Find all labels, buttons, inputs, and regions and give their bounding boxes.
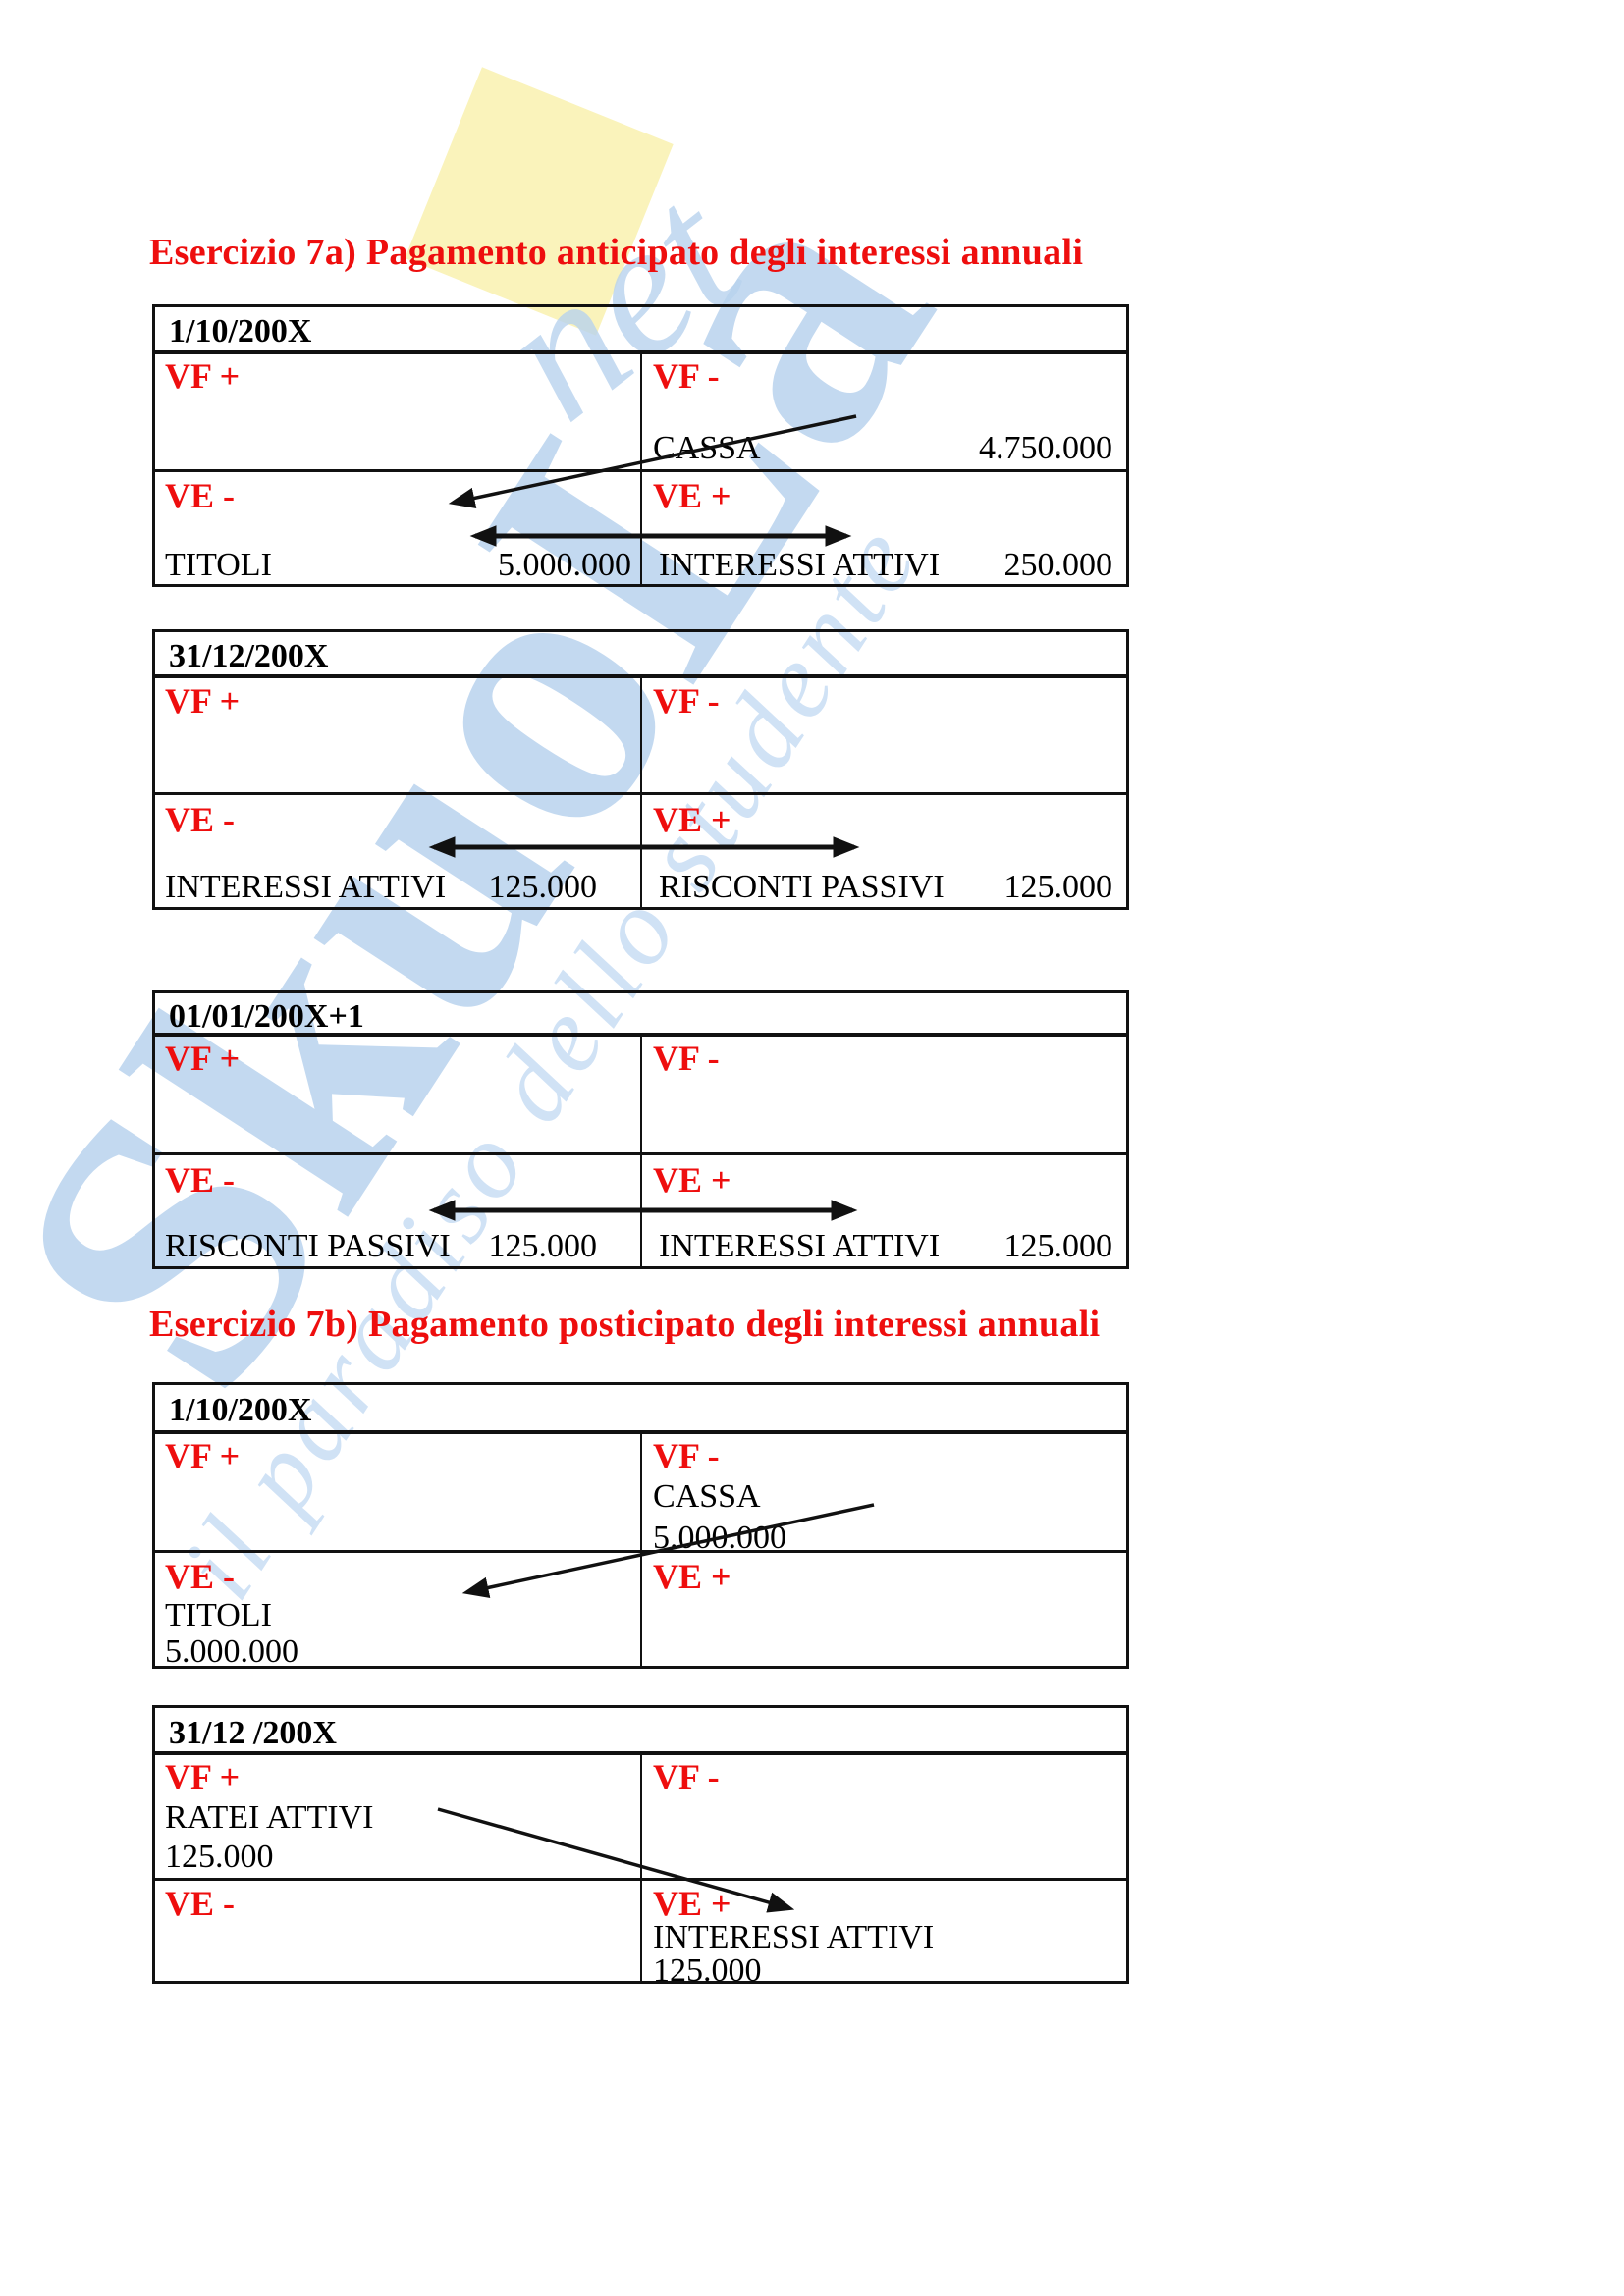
row-divider bbox=[154, 1550, 1127, 1553]
entry-date: 1/10/200X bbox=[169, 1392, 312, 1428]
row-divider bbox=[154, 1152, 1127, 1155]
account-name: TITOLI bbox=[165, 1597, 272, 1633]
exercise-7b-title: Esercizio 7b) Pagamento posticipato degl… bbox=[149, 1304, 1101, 1345]
vf-minus-entry: CASSA 4.750.000 bbox=[653, 429, 1112, 468]
ve-plus-label: VE + bbox=[653, 476, 731, 515]
account-value: 5.000.000 bbox=[498, 547, 631, 583]
ve-minus-entry: INTERESSI ATTIVI 125.000 bbox=[165, 868, 597, 907]
account-name: RATEI ATTIVI bbox=[165, 1799, 374, 1836]
header-divider bbox=[154, 350, 1127, 354]
ve-minus-label: VE - bbox=[165, 1884, 235, 1923]
journal-table-7a-1: 1/10/200X VF + VF - CASSA 4.750.000 VE -… bbox=[152, 304, 1129, 587]
entry-date: 01/01/200X+1 bbox=[169, 998, 364, 1035]
vf-minus-label: VF - bbox=[653, 1757, 720, 1796]
header-divider bbox=[154, 674, 1127, 678]
ve-minus-entry: RISCONTI PASSIVI 125.000 bbox=[165, 1227, 597, 1266]
account-value: 250.000 bbox=[1003, 547, 1113, 583]
ve-plus-label: VE + bbox=[653, 800, 731, 839]
journal-table-7b-2: 31/12 /200X VF + RATEI ATTIVI 125.000 VF… bbox=[152, 1705, 1129, 1989]
entry-date: 1/10/200X bbox=[169, 313, 312, 349]
ve-minus-label: VE - bbox=[165, 800, 235, 839]
account-value: 125.000 bbox=[165, 1839, 274, 1875]
ve-plus-entry: INTERESSI ATTIVI 250.000 bbox=[659, 546, 1112, 585]
account-value: 4.750.000 bbox=[979, 430, 1112, 466]
account-value: 5.000.000 bbox=[653, 1520, 786, 1556]
account-value: 125.000 bbox=[1003, 869, 1113, 905]
account-name: INTERESSI ATTIVI bbox=[659, 1228, 941, 1264]
ve-minus-label: VE - bbox=[165, 1160, 235, 1200]
header-divider bbox=[154, 1751, 1127, 1755]
account-name: INTERESSI ATTIVI bbox=[653, 1919, 935, 1955]
account-name: INTERESSI ATTIVI bbox=[165, 869, 447, 905]
journal-table-7b-1: 1/10/200X VF + VF - CASSA 5.000.000 VE -… bbox=[152, 1382, 1129, 1670]
entry-date: 31/12/200X bbox=[169, 638, 329, 674]
journal-table-7a-3: 01/01/200X+1 VF + VF - VE - VE + RISCONT… bbox=[152, 990, 1129, 1269]
header-divider bbox=[154, 1430, 1127, 1434]
watermark-diamond bbox=[405, 67, 674, 336]
entry-date: 31/12 /200X bbox=[169, 1715, 337, 1751]
vf-plus-label: VF + bbox=[165, 681, 241, 721]
ve-minus-label: VE - bbox=[165, 476, 235, 515]
column-divider bbox=[640, 1037, 642, 1266]
ve-plus-label: VE + bbox=[653, 1557, 731, 1596]
exercise-7a-title: Esercizio 7a) Pagamento anticipato degli… bbox=[149, 232, 1084, 273]
header-divider bbox=[154, 1033, 1127, 1037]
vf-plus-label: VF + bbox=[165, 356, 241, 396]
vf-minus-label: VF - bbox=[653, 681, 720, 721]
account-value: 125.000 bbox=[653, 1952, 762, 1989]
account-value: 125.000 bbox=[488, 869, 598, 905]
vf-plus-label: VF + bbox=[165, 1039, 241, 1078]
account-name: CASSA bbox=[653, 1478, 761, 1515]
row-divider bbox=[154, 792, 1127, 795]
ve-plus-label: VE + bbox=[653, 1884, 731, 1923]
account-value: 5.000.000 bbox=[165, 1633, 298, 1670]
ve-plus-entry: INTERESSI ATTIVI 125.000 bbox=[659, 1227, 1112, 1266]
vf-plus-label: VF + bbox=[165, 1436, 241, 1475]
column-divider bbox=[640, 1755, 642, 1981]
ve-plus-entry: RISCONTI PASSIVI 125.000 bbox=[659, 868, 1112, 907]
ve-plus-label: VE + bbox=[653, 1160, 731, 1200]
row-divider bbox=[154, 469, 1127, 472]
row-divider bbox=[154, 1878, 1127, 1881]
vf-plus-label: VF + bbox=[165, 1757, 241, 1796]
account-value: 125.000 bbox=[488, 1228, 598, 1264]
account-value: 125.000 bbox=[1003, 1228, 1113, 1264]
vf-minus-label: VF - bbox=[653, 1436, 720, 1475]
account-name: TITOLI bbox=[165, 547, 272, 583]
ve-minus-entry: TITOLI 5.000.000 bbox=[165, 546, 631, 585]
journal-table-7a-2: 31/12/200X VF + VF - VE - VE + INTERESSI… bbox=[152, 629, 1129, 910]
vf-minus-label: VF - bbox=[653, 1039, 720, 1078]
account-name: INTERESSI ATTIVI bbox=[659, 547, 941, 583]
ve-minus-label: VE - bbox=[165, 1557, 235, 1596]
account-name: RISCONTI PASSIVI bbox=[165, 1228, 451, 1264]
vf-minus-label: VF - bbox=[653, 356, 720, 396]
account-name: RISCONTI PASSIVI bbox=[659, 869, 945, 905]
account-name: CASSA bbox=[653, 430, 761, 466]
